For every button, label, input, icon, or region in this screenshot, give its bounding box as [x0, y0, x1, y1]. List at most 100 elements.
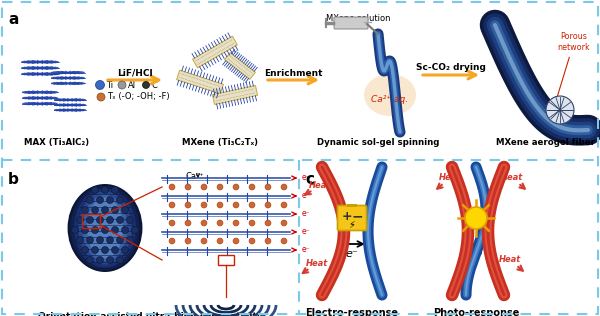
- Ellipse shape: [68, 184, 142, 272]
- Ellipse shape: [70, 186, 140, 270]
- Circle shape: [101, 227, 109, 234]
- Circle shape: [101, 246, 109, 253]
- Ellipse shape: [22, 67, 58, 69]
- Circle shape: [121, 227, 128, 234]
- Circle shape: [101, 186, 109, 193]
- Text: Electro-response: Electro-response: [305, 308, 398, 316]
- Circle shape: [217, 184, 223, 190]
- Circle shape: [233, 184, 239, 190]
- Circle shape: [249, 238, 255, 244]
- Text: a: a: [8, 12, 19, 27]
- Text: Photo-response: Photo-response: [433, 308, 519, 316]
- Text: Al: Al: [128, 81, 136, 89]
- Circle shape: [249, 184, 255, 190]
- Text: b: b: [8, 172, 19, 187]
- Text: MXene solution: MXene solution: [326, 14, 390, 23]
- Circle shape: [112, 227, 119, 234]
- Polygon shape: [224, 52, 256, 79]
- Circle shape: [121, 206, 128, 214]
- Circle shape: [169, 220, 175, 226]
- Ellipse shape: [22, 73, 58, 75]
- Circle shape: [265, 220, 271, 226]
- Text: Sc-CO₂ drying: Sc-CO₂ drying: [416, 64, 486, 72]
- Polygon shape: [193, 36, 238, 68]
- Circle shape: [118, 81, 126, 89]
- Circle shape: [86, 236, 94, 244]
- Text: Heat: Heat: [501, 173, 523, 182]
- Text: Heat: Heat: [309, 181, 331, 191]
- Text: e⁻: e⁻: [302, 191, 311, 200]
- Polygon shape: [212, 86, 257, 105]
- Circle shape: [201, 220, 207, 226]
- Text: e⁻: e⁻: [302, 173, 311, 183]
- Text: MXene (Ti₃C₂Tₓ): MXene (Ti₃C₂Tₓ): [182, 138, 258, 147]
- Text: Ti: Ti: [106, 81, 113, 89]
- Text: c: c: [305, 172, 314, 187]
- Circle shape: [233, 238, 239, 244]
- Text: −: −: [351, 209, 363, 223]
- Circle shape: [201, 238, 207, 244]
- Text: C: C: [152, 81, 158, 89]
- Circle shape: [71, 227, 79, 234]
- Circle shape: [86, 197, 94, 204]
- Text: MXene aerogel fiber: MXene aerogel fiber: [496, 138, 595, 147]
- Text: hν: hν: [469, 249, 482, 259]
- Circle shape: [143, 82, 149, 88]
- Circle shape: [546, 96, 574, 124]
- Text: e⁻: e⁻: [346, 249, 358, 259]
- Ellipse shape: [23, 97, 57, 99]
- Ellipse shape: [79, 191, 131, 264]
- Ellipse shape: [87, 198, 123, 258]
- Circle shape: [91, 186, 98, 193]
- Text: Dynamic sol-gel spinning: Dynamic sol-gel spinning: [317, 138, 439, 147]
- Ellipse shape: [55, 99, 85, 101]
- Circle shape: [265, 202, 271, 208]
- Text: Tₓ (-O; -OH; -F): Tₓ (-O; -OH; -F): [107, 93, 170, 101]
- Text: +: +: [341, 210, 352, 222]
- Circle shape: [82, 206, 89, 214]
- FancyBboxPatch shape: [337, 205, 367, 230]
- Circle shape: [465, 207, 487, 229]
- Ellipse shape: [364, 74, 416, 116]
- Circle shape: [169, 184, 175, 190]
- Text: Heat: Heat: [305, 259, 328, 268]
- FancyBboxPatch shape: [334, 17, 368, 29]
- Polygon shape: [176, 70, 223, 94]
- Circle shape: [281, 202, 287, 208]
- Text: e⁻: e⁻: [302, 246, 311, 254]
- Circle shape: [169, 238, 175, 244]
- Ellipse shape: [23, 103, 57, 105]
- Circle shape: [116, 216, 124, 223]
- Circle shape: [185, 220, 191, 226]
- Circle shape: [127, 216, 133, 223]
- Circle shape: [107, 236, 113, 244]
- Text: e⁻: e⁻: [302, 228, 311, 236]
- Circle shape: [77, 236, 83, 244]
- Circle shape: [97, 236, 104, 244]
- Text: e⁻: e⁻: [302, 210, 311, 218]
- Circle shape: [217, 220, 223, 226]
- Circle shape: [233, 202, 239, 208]
- Ellipse shape: [74, 189, 136, 268]
- Circle shape: [127, 236, 133, 244]
- Circle shape: [91, 246, 98, 253]
- Circle shape: [121, 246, 128, 253]
- Circle shape: [112, 206, 119, 214]
- Text: Enrichment: Enrichment: [264, 69, 323, 77]
- Text: Heat: Heat: [439, 173, 461, 182]
- Circle shape: [249, 220, 255, 226]
- Circle shape: [116, 236, 124, 244]
- Ellipse shape: [55, 104, 85, 106]
- Circle shape: [201, 202, 207, 208]
- Circle shape: [112, 186, 119, 193]
- Circle shape: [107, 257, 113, 264]
- Ellipse shape: [83, 195, 127, 262]
- Circle shape: [77, 216, 83, 223]
- Ellipse shape: [52, 71, 84, 74]
- Circle shape: [281, 220, 287, 226]
- Circle shape: [116, 257, 124, 264]
- Circle shape: [82, 227, 89, 234]
- Circle shape: [281, 184, 287, 190]
- Circle shape: [265, 238, 271, 244]
- Text: Orientation-assisted ultra-high conductivity: Orientation-assisted ultra-high conducti…: [38, 312, 262, 316]
